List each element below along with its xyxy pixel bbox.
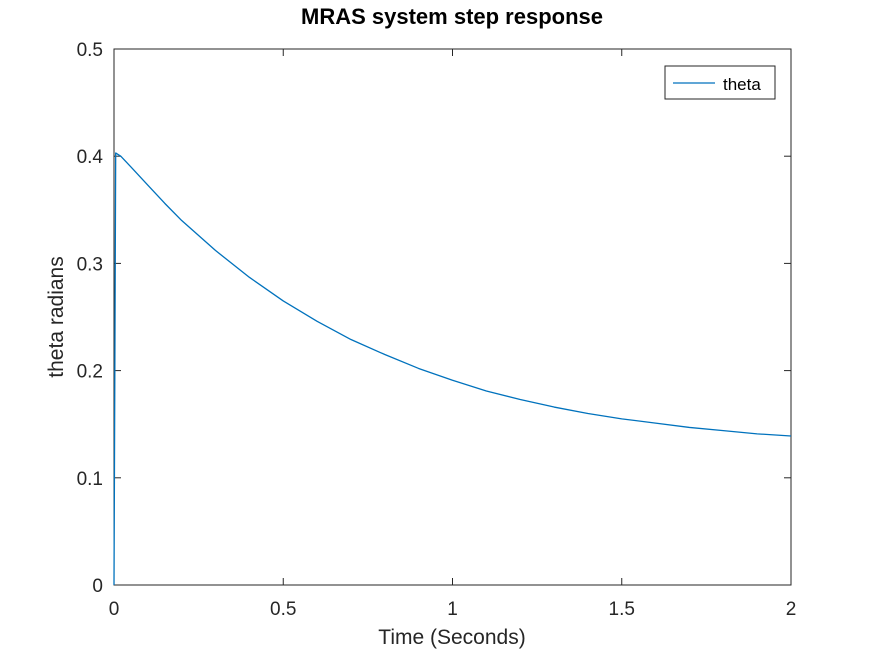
y-tick-label: 0.5 xyxy=(77,40,103,61)
x-tick-label: 0.5 xyxy=(270,599,296,620)
y-tick-label: 0.2 xyxy=(77,362,103,383)
x-tick-label: 1 xyxy=(447,599,458,620)
y-tick-label: 0.1 xyxy=(77,469,103,490)
x-ticks: 0 0.5 1 1.5 2 xyxy=(109,49,797,620)
plot-area: 0 0.5 1 1.5 2 0 0.1 0.2 0.3 0.4 0.5 xyxy=(77,40,797,620)
series-line-theta xyxy=(113,152,792,586)
chart-title: MRAS system step response xyxy=(301,4,603,29)
y-tick-label: 0.3 xyxy=(77,254,103,275)
x-tick-label: 1.5 xyxy=(609,599,635,620)
x-axis-title: Time (Seconds) xyxy=(378,626,525,649)
legend-label-theta: theta xyxy=(723,75,761,94)
y-tick-label: 0 xyxy=(92,576,103,597)
y-axis-title: theta radians xyxy=(45,256,68,377)
y-ticks: 0 0.1 0.2 0.3 0.4 0.5 xyxy=(77,40,791,597)
series-group xyxy=(113,152,792,586)
x-tick-label: 0 xyxy=(109,599,120,620)
legend: theta xyxy=(664,65,776,100)
y-tick-label: 0.4 xyxy=(77,147,104,168)
x-tick-label: 2 xyxy=(786,599,797,620)
axes-box xyxy=(113,48,792,586)
